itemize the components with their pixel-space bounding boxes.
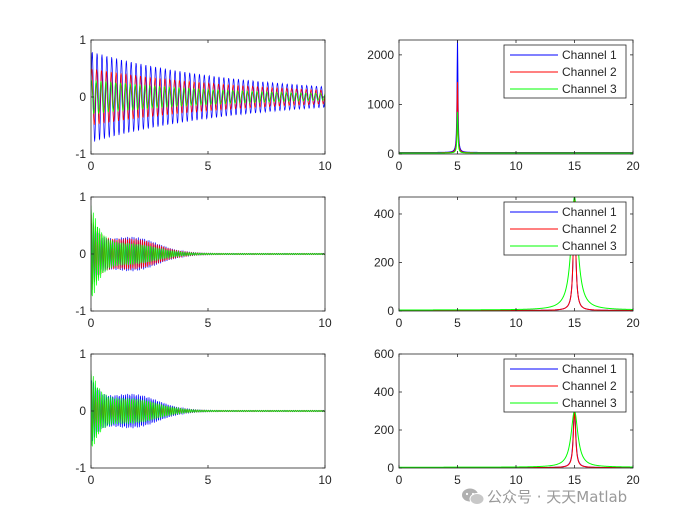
y-tick-label: -1 (75, 304, 86, 318)
y-tick-label: 1 (79, 190, 86, 204)
y-tick-label: 400 (374, 207, 394, 221)
subplot-time-domain-2: 0 5 10-101 (75, 190, 332, 330)
legend-entry: Channel 2 (562, 222, 617, 236)
y-tick-label: 200 (374, 423, 394, 437)
series-line-3 (91, 370, 325, 447)
series-line-3 (91, 79, 325, 115)
y-tick-label: -1 (75, 461, 86, 475)
y-tick-label: 200 (374, 255, 394, 269)
y-tick-label: 400 (374, 385, 394, 399)
x-tick-label: 10 (509, 316, 523, 330)
y-tick-label: 0 (387, 461, 394, 475)
series-group (91, 370, 325, 447)
y-tick-label: 0 (79, 247, 86, 261)
x-tick-label: 5 (205, 473, 212, 487)
x-tick-label: 0 (396, 316, 403, 330)
subplot-time-domain-3: 0 5 10-101 (75, 347, 332, 487)
y-tick-label: 1000 (367, 97, 394, 111)
x-tick-label: 5 (454, 473, 461, 487)
x-tick-label: 5 (454, 159, 461, 173)
x-tick-label: 15 (568, 316, 582, 330)
x-tick-label: 20 (626, 159, 640, 173)
x-tick-label: 20 (626, 473, 640, 487)
x-tick-label: 0 (396, 473, 403, 487)
x-tick-label: 5 (454, 316, 461, 330)
y-tick-label: 0 (387, 147, 394, 161)
legend: Channel 1 Channel 2 Channel 3 (503, 44, 627, 99)
wechat-icon (462, 488, 485, 505)
y-tick-label: 0 (79, 90, 86, 104)
legend-entry: Channel 3 (562, 396, 617, 410)
x-tick-label: 10 (318, 473, 332, 487)
x-tick-label: 0 (88, 159, 95, 173)
legend-entry: Channel 2 (562, 65, 617, 79)
legend: Channel 1 Channel 2 Channel 3 (503, 201, 627, 256)
series-line-3 (91, 205, 325, 297)
y-tick-label: 600 (374, 347, 394, 361)
x-tick-label: 5 (205, 159, 212, 173)
legend-entry: Channel 2 (562, 379, 617, 393)
legend-entry: Channel 3 (562, 82, 617, 96)
x-tick-label: 0 (88, 316, 95, 330)
x-tick-label: 15 (568, 473, 582, 487)
legend-entry: Channel 1 (562, 48, 617, 62)
legend-entry: Channel 1 (562, 362, 617, 376)
legend: Channel 1 Channel 2 Channel 3 (503, 358, 627, 413)
series-group (91, 205, 325, 297)
x-tick-label: 20 (626, 316, 640, 330)
legend-entry: Channel 3 (562, 239, 617, 253)
y-tick-label: 0 (387, 304, 394, 318)
watermark: 公众号 · 天天Matlab (462, 488, 627, 506)
y-tick-label: 1 (79, 347, 86, 361)
x-tick-label: 10 (509, 159, 523, 173)
x-tick-label: 10 (509, 473, 523, 487)
subplot-time-domain-1: 0 5 10-101 (75, 33, 332, 173)
y-tick-label: 0 (79, 404, 86, 418)
x-tick-label: 0 (396, 159, 403, 173)
x-tick-label: 0 (88, 473, 95, 487)
x-tick-label: 10 (318, 316, 332, 330)
y-tick-label: 2000 (367, 48, 394, 62)
x-tick-label: 5 (205, 316, 212, 330)
legend-entry: Channel 1 (562, 205, 617, 219)
y-tick-label: -1 (75, 147, 86, 161)
watermark-text: 公众号 · 天天Matlab (487, 488, 627, 506)
x-tick-label: 10 (318, 159, 332, 173)
series-group (91, 52, 325, 142)
x-tick-label: 15 (568, 159, 582, 173)
y-tick-label: 1 (79, 33, 86, 47)
series-line-1 (91, 52, 325, 142)
